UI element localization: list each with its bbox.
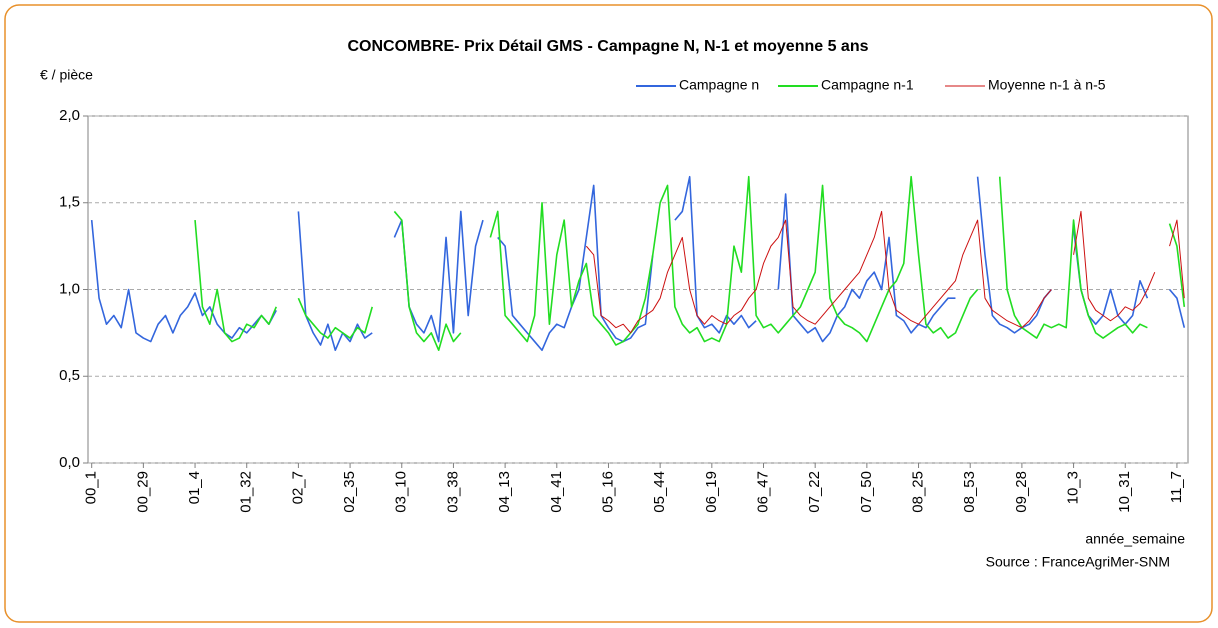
series-line (585, 210, 1185, 334)
series-line (194, 175, 1186, 352)
x-tick-label: 06_19 (703, 471, 720, 513)
x-tick-label: 10_31 (1116, 471, 1133, 513)
chart-title: CONCOMBRE- Prix Détail GMS - Campagne N,… (348, 38, 869, 55)
x-tick-label: 06_47 (754, 471, 771, 513)
x-tick-label: 10_3 (1065, 471, 1082, 504)
x-tick-label: 08_25 (910, 471, 927, 513)
x-tick-label: 01_4 (186, 471, 203, 504)
chart-frame (4, 4, 1213, 623)
x-tick-label: 03_38 (444, 471, 461, 513)
x-tick-label: 07_22 (806, 471, 823, 513)
y-tick-label: 1,5 (59, 194, 80, 211)
legend-label: Campagne n (679, 77, 759, 93)
series-line (90, 175, 1186, 352)
x-tick-label: 04_41 (548, 471, 565, 513)
x-tick-label: 05_44 (651, 471, 668, 513)
y-axis-label: € / pièce (40, 67, 93, 83)
legend-label: Moyenne n-1 à n-5 (988, 77, 1106, 93)
x-tick-label: 08_53 (961, 471, 978, 513)
legend-label: Campagne n-1 (821, 77, 914, 93)
x-tick-label: 02_35 (341, 471, 358, 513)
x-tick-label: 04_13 (496, 471, 513, 513)
x-tick-label: 02_7 (289, 471, 306, 504)
x-tick-label: 05_16 (599, 471, 616, 513)
y-tick-label: 0,0 (59, 454, 80, 471)
x-tick-label: 07_50 (858, 471, 875, 513)
x-tick-label: 03_10 (393, 471, 410, 513)
x-tick-label: 01_32 (238, 471, 255, 513)
x-tick-label: 11_7 (1168, 471, 1185, 503)
y-tick-label: 2,0 (59, 107, 80, 124)
y-tick-label: 0,5 (59, 367, 80, 384)
source-note: Source : FranceAgriMer-SNM (986, 554, 1170, 570)
x-tick-label: 00_29 (134, 471, 151, 513)
x-axis-label: année_semaine (1085, 531, 1185, 547)
x-tick-label: 09_28 (1013, 471, 1030, 513)
y-tick-label: 1,0 (59, 280, 80, 297)
x-tick-label: 00_1 (83, 471, 100, 504)
